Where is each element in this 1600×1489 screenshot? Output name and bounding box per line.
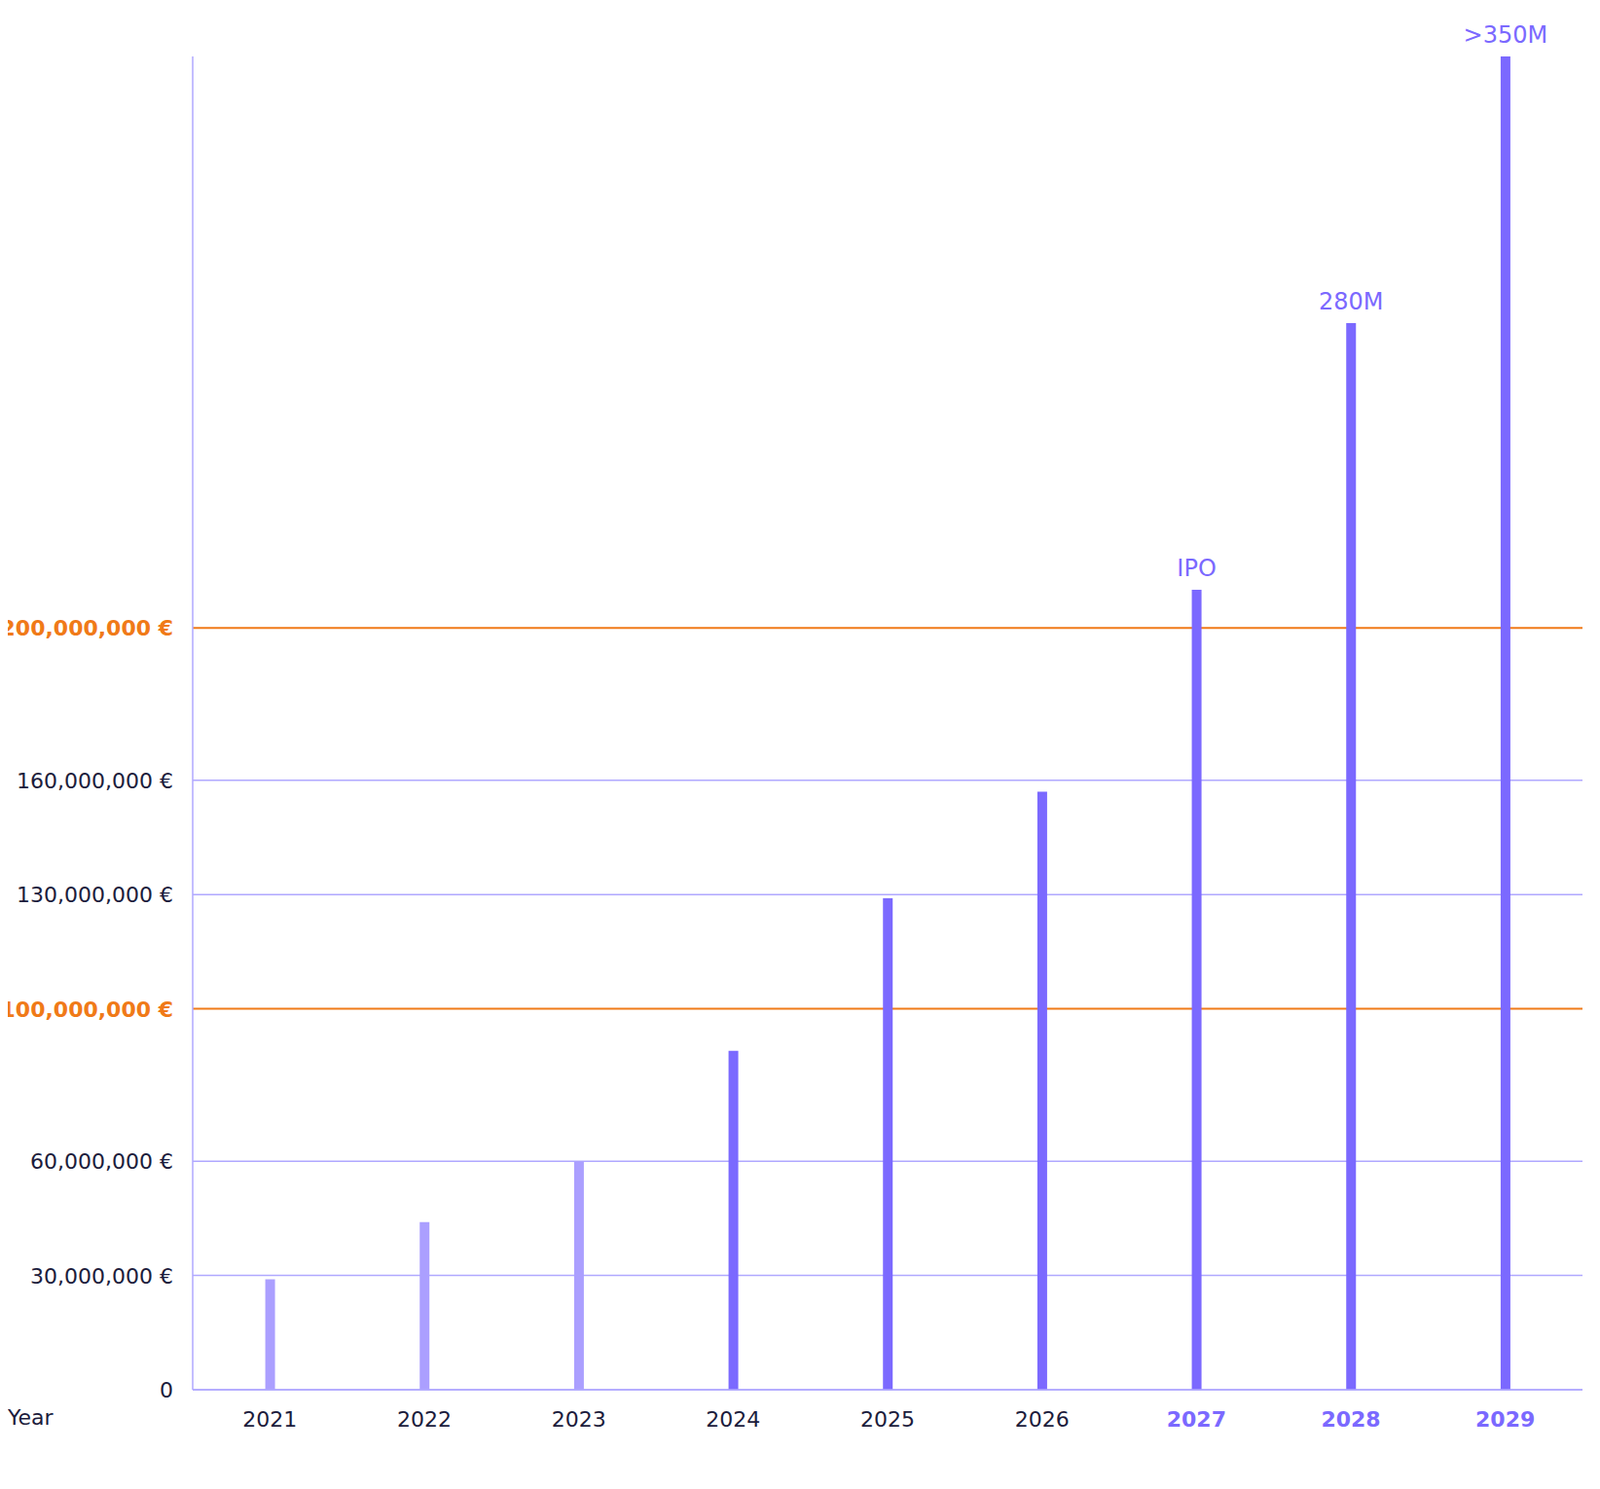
svg-text:2024: 2024 bbox=[705, 1407, 761, 1432]
svg-text:2023: 2023 bbox=[551, 1407, 607, 1432]
svg-text:2027: 2027 bbox=[1166, 1407, 1227, 1432]
svg-text:2022: 2022 bbox=[397, 1407, 452, 1432]
svg-text:130,000,000 €: 130,000,000 € bbox=[16, 882, 174, 908]
svg-text:IPO: IPO bbox=[1176, 554, 1216, 582]
svg-text:100,000,000 €: 100,000,000 € bbox=[7, 997, 174, 1022]
svg-text:280M: 280M bbox=[1318, 288, 1384, 316]
svg-text:0: 0 bbox=[159, 1378, 174, 1403]
svg-text:2025: 2025 bbox=[860, 1407, 915, 1432]
html-text:Year: Year bbox=[7, 1405, 54, 1430]
svg-text:2021: 2021 bbox=[242, 1407, 297, 1432]
svg-text:>350M: >350M bbox=[1463, 21, 1549, 49]
svg-text:2026: 2026 bbox=[1015, 1407, 1070, 1432]
svg-text:2028: 2028 bbox=[1320, 1407, 1381, 1432]
svg-text:60,000,000 €: 60,000,000 € bbox=[30, 1149, 174, 1174]
svg-text:2029: 2029 bbox=[1475, 1407, 1535, 1432]
svg-text:200,000,000 €: 200,000,000 € bbox=[7, 616, 174, 641]
svg-text:30,000,000 €: 30,000,000 € bbox=[30, 1264, 174, 1289]
svg-text:160,000,000 €: 160,000,000 € bbox=[16, 768, 174, 794]
